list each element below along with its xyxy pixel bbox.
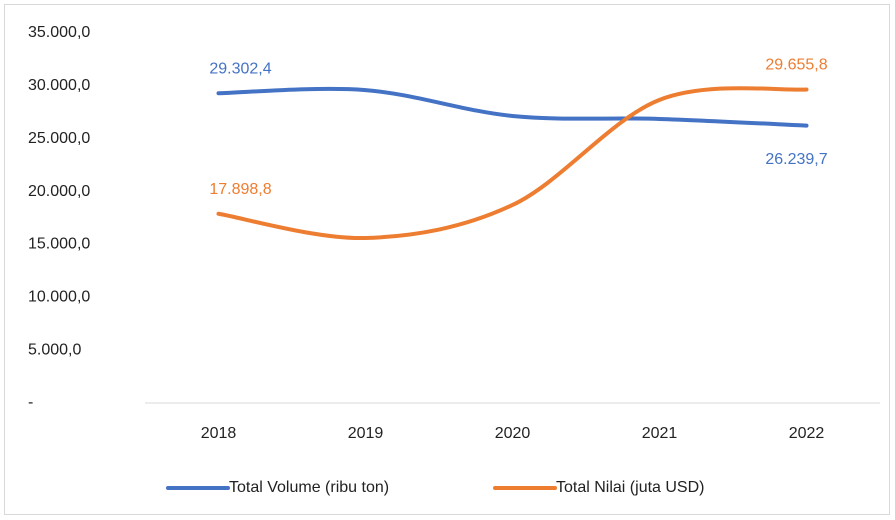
y-tick-label: 15.000,0 (28, 236, 90, 253)
x-tick-label: 2022 (789, 425, 825, 442)
legend-label: Total Volume (ribu ton) (229, 479, 389, 496)
y-tick-label: 30.000,0 (28, 77, 90, 94)
y-tick-label: 10.000,0 (28, 289, 90, 306)
x-tick-label: 2019 (348, 425, 384, 442)
data-label: 29.655,8 (765, 57, 827, 74)
y-tick-label: 25.000,0 (28, 130, 90, 147)
series-line (216, 86, 809, 240)
data-label: 26.239,7 (765, 151, 827, 168)
x-tick-label: 2020 (495, 425, 531, 442)
y-tick-label: 5.000,0 (28, 341, 81, 358)
y-tick-label: 20.000,0 (28, 183, 90, 200)
data-label: 17.898,8 (209, 181, 271, 198)
y-tick-label: 35.000,0 (28, 24, 90, 41)
y-tick-label: - (28, 394, 33, 411)
chart-frame (4, 4, 890, 515)
legend-label: Total Nilai (juta USD) (556, 479, 704, 496)
series-line (216, 86, 809, 128)
x-tick-label: 2021 (642, 425, 678, 442)
x-tick-label: 2018 (201, 425, 237, 442)
data-label: 29.302,4 (209, 60, 271, 77)
